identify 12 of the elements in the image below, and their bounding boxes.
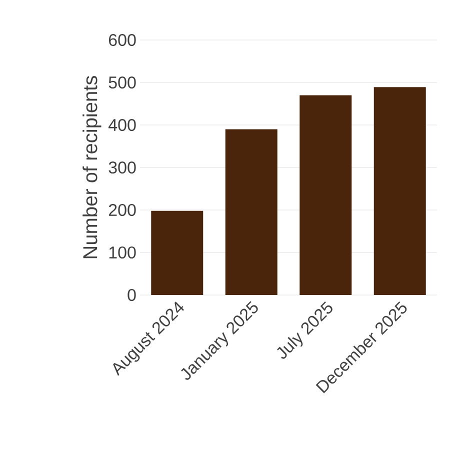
y-tick-label: 500 bbox=[108, 76, 136, 89]
y-tick-label: 0 bbox=[128, 288, 136, 302]
y-tick-label: 200 bbox=[108, 204, 136, 216]
y-tick-label: 100 bbox=[109, 246, 136, 259]
bar bbox=[300, 95, 352, 295]
y-tick-label: 600 bbox=[108, 34, 136, 46]
y-axis-title: Number of recipients bbox=[82, 76, 102, 258]
bar bbox=[151, 210, 204, 295]
y-tick-label: 400 bbox=[108, 118, 136, 132]
bar bbox=[225, 129, 278, 295]
y-tick-label: 300 bbox=[108, 161, 136, 174]
bar bbox=[374, 87, 426, 295]
